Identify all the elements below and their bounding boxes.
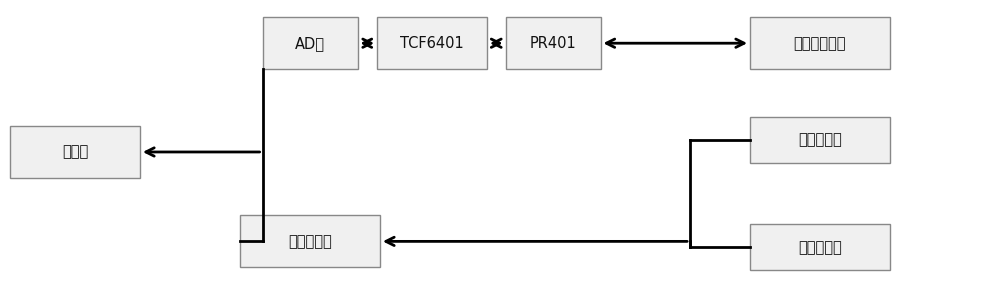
Bar [262, 17, 358, 69]
Bar [750, 17, 890, 69]
Bar [750, 224, 890, 271]
Bar [240, 215, 380, 268]
Text: 数据采集卡: 数据采集卡 [288, 234, 332, 249]
Text: 压力变送器: 压力变送器 [798, 133, 842, 148]
Bar [506, 17, 600, 69]
Text: 温度变送器: 温度变送器 [798, 240, 842, 255]
Text: TCF6401: TCF6401 [400, 36, 464, 51]
Bar [377, 17, 487, 69]
Text: 计算机: 计算机 [62, 145, 88, 159]
Bar [750, 117, 890, 163]
Text: 超声波换能器: 超声波换能器 [794, 36, 846, 51]
Text: AD卡: AD卡 [295, 36, 325, 51]
Bar [10, 126, 140, 178]
Text: PR401: PR401 [530, 36, 576, 51]
